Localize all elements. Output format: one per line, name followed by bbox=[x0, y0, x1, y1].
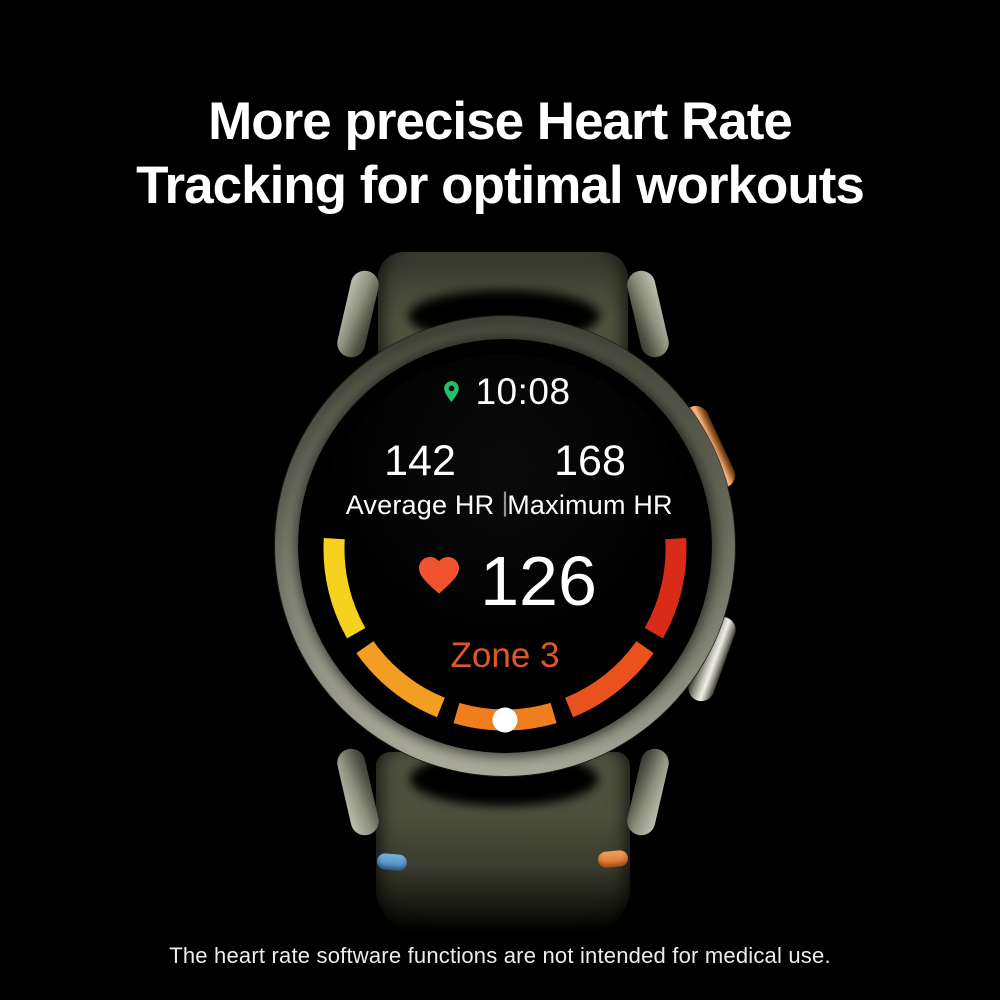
headline: More precise Heart Rate Tracking for opt… bbox=[0, 90, 1000, 218]
hr-stats: 142 Average HR 168 Maximum HR | bbox=[313, 440, 697, 519]
band-lug-bottom-left bbox=[334, 745, 382, 839]
maximum-hr-label: Maximum HR bbox=[507, 490, 673, 520]
gauge-segment-4 bbox=[564, 640, 654, 718]
gauge-segment-1 bbox=[323, 537, 366, 639]
maximum-hr-stat: 168 Maximum HR bbox=[505, 440, 675, 519]
gauge-segment-2 bbox=[356, 640, 446, 718]
disclaimer: The heart rate software functions are no… bbox=[169, 943, 831, 968]
clock-time: 10:08 bbox=[475, 371, 571, 412]
location-pin-icon bbox=[444, 381, 460, 402]
headline-line-2: Tracking for optimal workouts bbox=[136, 156, 865, 215]
headline-line-1: More precise Heart Rate bbox=[208, 92, 793, 151]
status-bar: 10:08 bbox=[313, 373, 697, 410]
maximum-hr-value: 168 bbox=[554, 437, 626, 485]
average-hr-value: 142 bbox=[384, 437, 456, 485]
band-lug-bottom-right bbox=[624, 745, 672, 839]
zone-label: Zone 3 bbox=[450, 636, 560, 675]
gauge-segment-5 bbox=[644, 537, 687, 639]
band-lug-top-left bbox=[334, 267, 382, 361]
heart-rate-reading: 126 bbox=[313, 546, 697, 616]
heart-rate-value: 126 bbox=[480, 542, 597, 620]
hr-zone-gauge bbox=[323, 537, 687, 733]
average-hr-label: Average HR bbox=[345, 490, 495, 520]
watch-screen: 10:08 142 Average HR 168 Maximum HR | 12… bbox=[313, 354, 697, 738]
average-hr-stat: 142 Average HR bbox=[335, 440, 505, 519]
gauge-indicator-dot bbox=[492, 707, 518, 733]
heart-icon bbox=[419, 557, 460, 594]
band-lug-top-right bbox=[624, 267, 672, 361]
stats-divider: | bbox=[501, 487, 509, 517]
band-stitch-blue bbox=[376, 852, 408, 872]
